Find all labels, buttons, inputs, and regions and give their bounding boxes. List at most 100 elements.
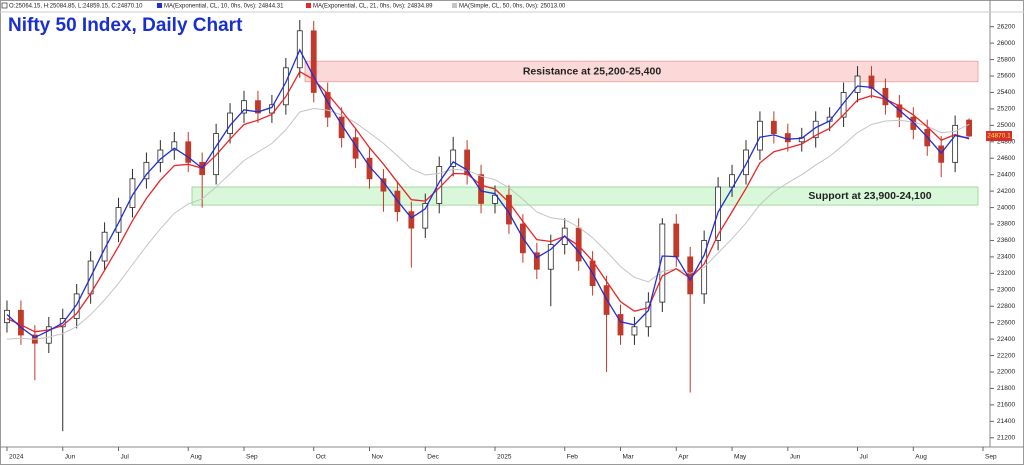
- candle-body: [687, 256, 694, 295]
- candle-body: [784, 133, 791, 143]
- legend-ohlc: O:25064.15, H:25084.85, L:24859.15, C:24…: [9, 4, 143, 10]
- candle-body: [645, 301, 652, 328]
- candle-body: [45, 326, 52, 344]
- y-tick-label: 22400: [997, 336, 1015, 343]
- candle-body: [840, 92, 847, 118]
- candle-body: [422, 203, 429, 229]
- y-tick-label: 24200: [997, 188, 1015, 195]
- candle-body: [533, 252, 540, 270]
- legend-swatch: [306, 3, 311, 8]
- legend-swatch: [157, 3, 162, 8]
- y-tick-label: 21800: [997, 385, 1015, 392]
- y-tick-label: 21400: [997, 418, 1015, 425]
- y-tick-label: 23600: [997, 237, 1015, 244]
- y-tick-label: 21600: [997, 402, 1015, 409]
- x-tick-label: Jul: [860, 454, 869, 461]
- candle-body: [143, 161, 150, 180]
- x-tick-label: Mar: [622, 454, 634, 461]
- ma-line: [6, 70, 970, 333]
- candle-body: [617, 314, 624, 336]
- last-price-label: 24870.1: [987, 133, 1011, 140]
- y-tick-label: 24600: [997, 155, 1015, 162]
- y-tick-label: 23800: [997, 221, 1015, 228]
- candle-body: [729, 174, 735, 188]
- candle-body: [659, 223, 666, 303]
- candle-body: [185, 141, 192, 163]
- x-tick-label: May: [734, 454, 747, 461]
- legend-entry: MA(Exponential, CL, 21, 0hs, 0vs): 24834…: [313, 4, 433, 10]
- x-tick-label: Sep: [246, 454, 258, 461]
- x-tick-label: Oct: [316, 454, 326, 461]
- zone-label: Resistance at 25,200-25,400: [523, 65, 662, 77]
- y-tick-label: 21200: [997, 434, 1015, 441]
- candle-body: [129, 178, 136, 208]
- ma-line: [6, 107, 970, 340]
- candle-body: [171, 141, 178, 151]
- candle-body: [310, 30, 317, 93]
- ma-line: [6, 48, 970, 339]
- y-tick-label: 25200: [997, 106, 1015, 113]
- x-tick-label: Aug: [915, 454, 927, 461]
- candle-body: [952, 124, 959, 163]
- y-tick-label: 22800: [997, 303, 1015, 310]
- zone: [191, 186, 979, 206]
- candle-body: [324, 92, 331, 118]
- y-tick-label: 24400: [997, 171, 1015, 178]
- candle-body: [157, 149, 164, 163]
- candle-body: [910, 116, 917, 130]
- y-tick-label: 22200: [997, 352, 1015, 359]
- y-tick-label: 25600: [997, 73, 1015, 80]
- x-tick-label: 2024: [9, 454, 24, 461]
- candle-body: [492, 194, 498, 204]
- y-tick-label: 23400: [997, 254, 1015, 261]
- candle-body: [241, 100, 247, 114]
- candle-body: [743, 149, 749, 176]
- x-tick-label: Apr: [678, 454, 689, 461]
- chart-title: Nifty 50 Index, Daily Chart: [8, 15, 243, 36]
- candle-body: [269, 104, 275, 114]
- y-tick-label: 24800: [997, 139, 1015, 146]
- candle-body: [547, 244, 554, 270]
- legend-entry: MA(Simple, CL, 50, 0hs, 0vs): 25013.00: [459, 4, 566, 10]
- candle-body: [352, 137, 359, 159]
- candle-body: [854, 75, 861, 93]
- y-tick-label: 26200: [997, 23, 1015, 30]
- y-tick-label: 24000: [997, 204, 1015, 211]
- zone-label: Support at 23,900-24,100: [808, 190, 931, 202]
- candle-body: [770, 120, 777, 134]
- legend-swatch: [1, 2, 8, 9]
- candle-body: [938, 145, 945, 163]
- legend-swatch: [452, 3, 457, 8]
- x-tick-label: Aug: [190, 454, 202, 461]
- x-tick-label: 2025: [497, 454, 512, 461]
- last-price-box: [986, 131, 1012, 142]
- candle-body: [408, 211, 415, 229]
- candle-body: [478, 174, 484, 204]
- candle-body: [73, 293, 80, 319]
- y-tick-label: 25000: [997, 122, 1015, 129]
- candle-body: [255, 100, 261, 114]
- y-tick-label: 22000: [997, 369, 1015, 376]
- x-tick-label: Nov: [372, 454, 384, 461]
- x-tick-label: Sep: [985, 454, 997, 461]
- candle-body: [101, 231, 108, 262]
- x-tick-label: Dec: [427, 454, 439, 461]
- y-tick-label: 25800: [997, 56, 1015, 63]
- x-tick-label: Jun: [65, 454, 76, 461]
- candle-body: [18, 309, 24, 336]
- candle-body: [673, 223, 680, 258]
- x-tick-label: Jun: [790, 454, 801, 461]
- candle-body: [966, 119, 972, 137]
- x-tick-label: Jul: [121, 454, 130, 461]
- candle-body: [868, 75, 875, 89]
- zone: [304, 60, 979, 83]
- candle-body: [631, 326, 638, 336]
- y-tick-label: 23000: [997, 287, 1015, 294]
- y-tick-label: 22600: [997, 319, 1015, 326]
- candle-body: [115, 207, 122, 233]
- y-tick-label: 23200: [997, 270, 1015, 277]
- y-tick-label: 25400: [997, 89, 1015, 96]
- candle-body: [450, 149, 457, 167]
- candle-body: [757, 120, 763, 151]
